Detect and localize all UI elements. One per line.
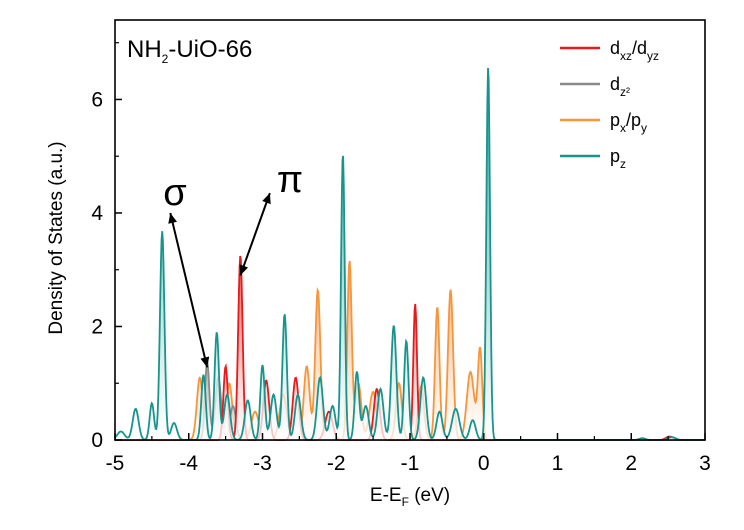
legend-label-dz2: dz² xyxy=(610,74,630,99)
y-tick-label: 4 xyxy=(91,202,103,225)
x-tick-label: -3 xyxy=(253,452,272,475)
x-tick-label: 0 xyxy=(478,452,490,475)
panel-label: NH2-UiO-66 xyxy=(127,36,252,66)
y-tick-label: 6 xyxy=(91,88,103,111)
y-axis-title: Density of States (a.u.) xyxy=(46,141,67,334)
x-axis-title: E-EF (eV) xyxy=(370,485,450,509)
legend-label-dxz: dxz/dyz xyxy=(610,38,659,63)
sigma-arrow-head xyxy=(200,356,210,368)
legend: dxz/dyz dz² px/py pz xyxy=(560,38,659,171)
legend-label-pxpy: px/py xyxy=(610,110,647,135)
x-tick-label: 1 xyxy=(552,452,564,475)
sigma-arrow-head xyxy=(168,212,178,224)
x-tick-label: -2 xyxy=(327,452,346,475)
sigma-label: σ xyxy=(163,172,186,214)
pi-arrow-line xyxy=(239,192,271,276)
y-tick-label: 2 xyxy=(91,315,103,338)
x-tick-label: 2 xyxy=(625,452,637,475)
ticks-layer: -5 -4 -3 -2 -1 0 1 2 3 0 2 4 6 xyxy=(91,42,711,475)
x-tick-label: 3 xyxy=(699,452,711,475)
y-tick-label: 0 xyxy=(91,429,103,452)
pi-label: π xyxy=(277,159,303,201)
x-tick-label: -4 xyxy=(179,452,198,475)
legend-label-pz: pz xyxy=(610,146,626,171)
pi-arrow-head xyxy=(262,193,271,205)
pi-arrow-head xyxy=(239,264,248,276)
sigma-arrow-line xyxy=(169,212,209,368)
x-tick-label: -5 xyxy=(106,452,125,475)
x-tick-label: -1 xyxy=(401,452,420,475)
